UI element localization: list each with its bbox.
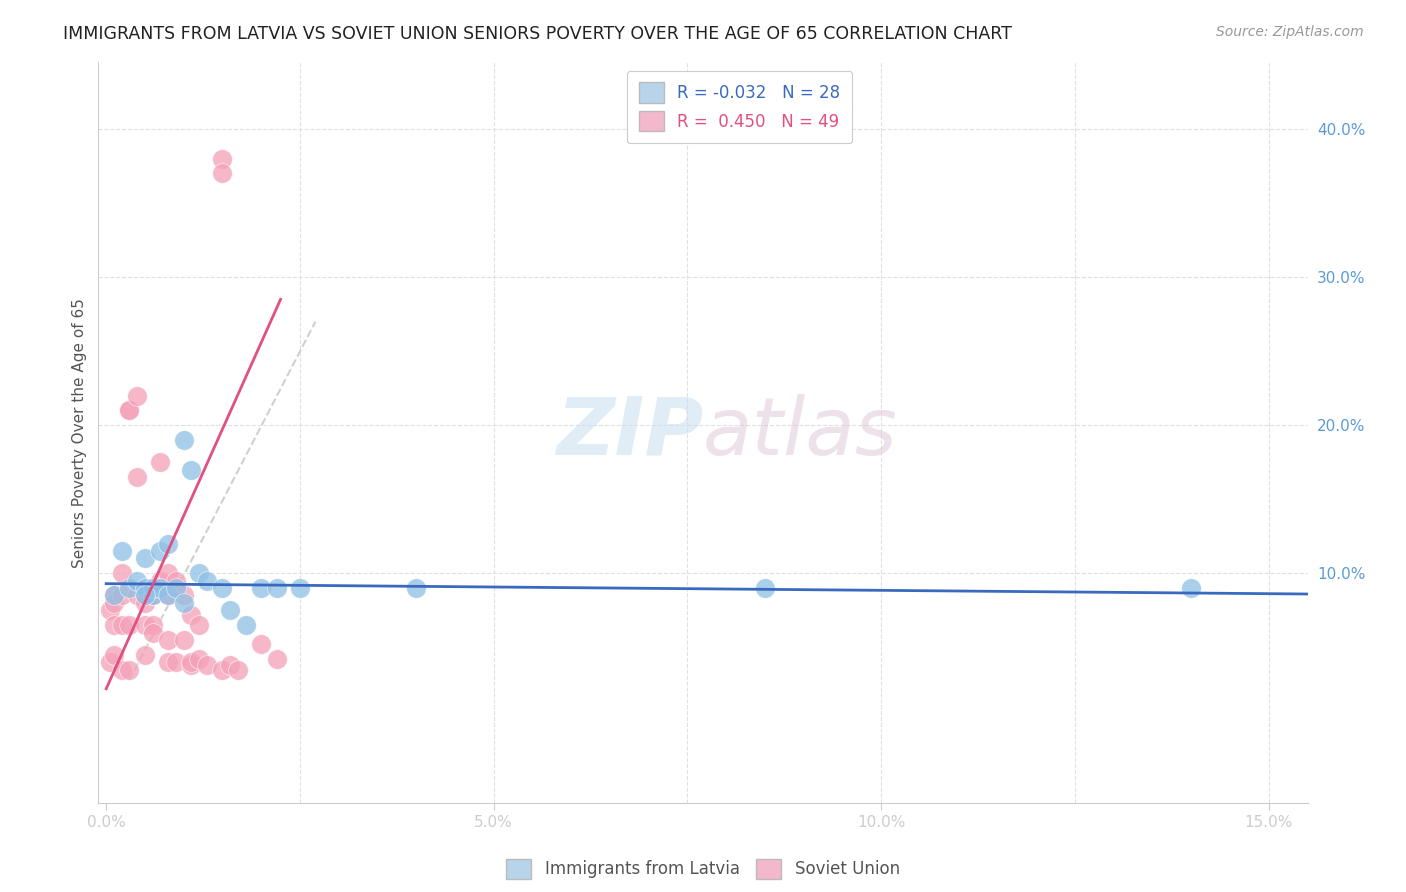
Point xyxy=(173,596,195,610)
Point xyxy=(118,618,141,632)
Point xyxy=(103,618,125,632)
Point xyxy=(127,389,149,403)
Point xyxy=(165,574,187,588)
Point xyxy=(195,658,218,673)
Text: IMMIGRANTS FROM LATVIA VS SOVIET UNION SENIORS POVERTY OVER THE AGE OF 65 CORREL: IMMIGRANTS FROM LATVIA VS SOVIET UNION S… xyxy=(63,25,1012,43)
Point xyxy=(118,403,141,417)
Y-axis label: Seniors Poverty Over the Age of 65: Seniors Poverty Over the Age of 65 xyxy=(72,298,87,567)
Point xyxy=(165,655,187,669)
Point xyxy=(149,581,172,595)
Point xyxy=(405,581,427,595)
Point xyxy=(149,544,172,558)
Point xyxy=(111,618,134,632)
Point xyxy=(142,618,165,632)
Point xyxy=(149,581,172,595)
Point xyxy=(157,589,180,603)
Point xyxy=(103,589,125,603)
Point xyxy=(211,152,233,166)
Point xyxy=(211,581,233,595)
Point xyxy=(266,652,288,666)
Point xyxy=(134,618,156,632)
Point xyxy=(134,648,156,662)
Point xyxy=(219,658,242,673)
Point xyxy=(266,581,288,595)
Legend: Immigrants from Latvia, Soviet Union: Immigrants from Latvia, Soviet Union xyxy=(499,852,907,886)
Point xyxy=(111,663,134,677)
Point xyxy=(173,632,195,647)
Point xyxy=(180,462,202,476)
Point xyxy=(118,581,141,595)
Point xyxy=(127,470,149,484)
Point xyxy=(157,566,180,581)
Point xyxy=(157,536,180,550)
Point xyxy=(111,566,134,581)
Point xyxy=(127,589,149,603)
Point xyxy=(98,655,121,669)
Point xyxy=(103,596,125,610)
Point xyxy=(235,618,257,632)
Point xyxy=(180,607,202,622)
Point xyxy=(134,581,156,595)
Point xyxy=(134,589,156,603)
Point xyxy=(211,663,233,677)
Point xyxy=(111,544,134,558)
Point xyxy=(103,648,125,662)
Point xyxy=(118,663,141,677)
Point xyxy=(226,663,249,677)
Point xyxy=(180,658,202,673)
Point xyxy=(250,637,273,651)
Point xyxy=(149,574,172,588)
Point xyxy=(98,603,121,617)
Text: atlas: atlas xyxy=(703,393,898,472)
Point xyxy=(219,603,242,617)
Point xyxy=(127,574,149,588)
Text: Source: ZipAtlas.com: Source: ZipAtlas.com xyxy=(1216,25,1364,39)
Point xyxy=(188,566,211,581)
Point xyxy=(250,581,273,595)
Point xyxy=(173,433,195,447)
Point xyxy=(134,589,156,603)
Point xyxy=(157,655,180,669)
Point xyxy=(211,166,233,180)
Point xyxy=(118,403,141,417)
Point xyxy=(142,589,165,603)
Point xyxy=(173,589,195,603)
Point xyxy=(1180,581,1202,595)
Point xyxy=(134,596,156,610)
Point xyxy=(142,581,165,595)
Point xyxy=(142,581,165,595)
Point xyxy=(188,618,211,632)
Point xyxy=(754,581,776,595)
Point xyxy=(142,589,165,603)
Point xyxy=(111,589,134,603)
Point xyxy=(188,652,211,666)
Point xyxy=(157,589,180,603)
Point xyxy=(103,589,125,603)
Text: ZIP: ZIP xyxy=(555,393,703,472)
Point xyxy=(134,551,156,566)
Point xyxy=(149,455,172,469)
Point xyxy=(165,581,187,595)
Point xyxy=(180,655,202,669)
Point xyxy=(288,581,311,595)
Point xyxy=(157,632,180,647)
Point xyxy=(142,625,165,640)
Point xyxy=(195,574,218,588)
